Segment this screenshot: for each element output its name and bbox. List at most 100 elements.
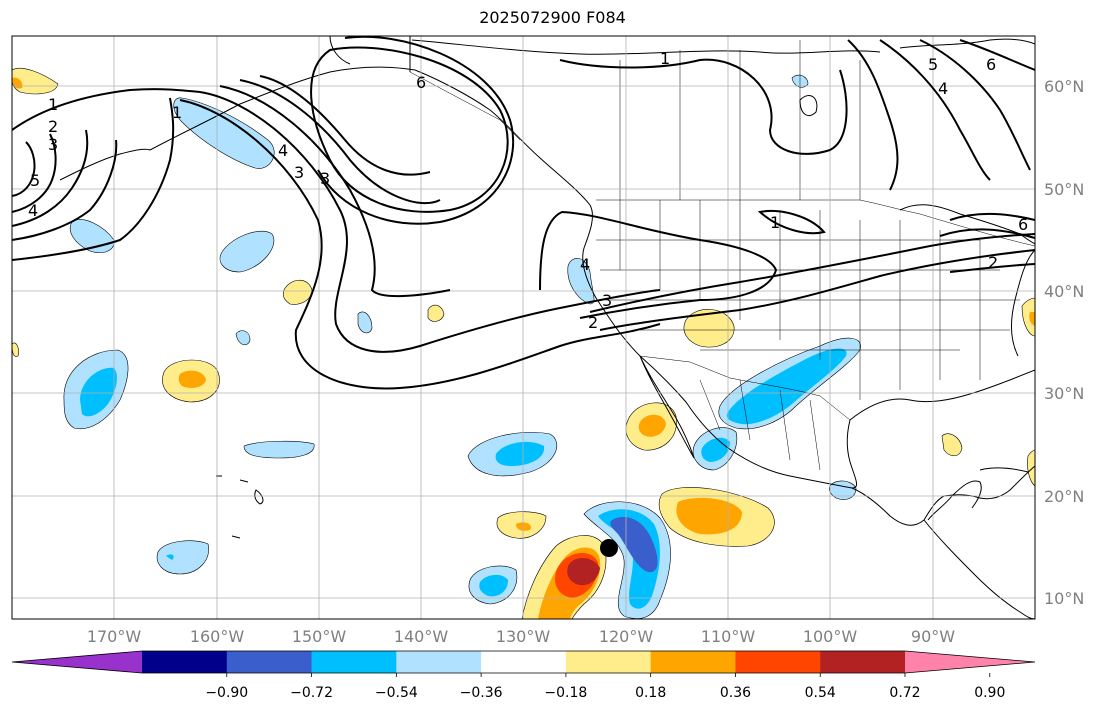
anomaly-blob <box>567 258 595 305</box>
anomaly-blob <box>1027 449 1035 487</box>
colorbar-tick-label: 0.36 <box>720 685 751 701</box>
contour-label: 3 <box>602 291 612 310</box>
contour-label: 1 <box>48 95 58 114</box>
contours <box>12 36 1035 390</box>
contour-label: 4 <box>938 79 948 98</box>
plot-title: 2025072900 F084 <box>479 8 626 27</box>
colorbar-segment <box>650 651 736 673</box>
anomaly-blob <box>282 279 313 305</box>
contour-line <box>317 36 515 225</box>
contour-line <box>12 133 57 213</box>
lon-tick-label: 130°W <box>496 627 551 646</box>
graticule <box>12 36 1035 619</box>
coastline-north-america <box>414 69 1035 526</box>
colorbar: −0.90 −0.72 −0.54 −0.36 −0.18 0.18 0.36 0.54 0.7… <box>11 650 1036 701</box>
colorbar-extend-low <box>12 651 142 673</box>
colorbar-tick-label: −0.54 <box>375 685 418 701</box>
colorbar-segment <box>396 651 482 673</box>
anomaly-blob <box>495 441 545 466</box>
lon-tick-labels: 170°W 160°W 150°W 140°W 130°W 120°W 110°… <box>87 627 955 646</box>
coastline-central-america <box>923 519 1035 619</box>
colorbar-segment <box>735 651 821 673</box>
contour-label: 4 <box>28 201 38 220</box>
anomaly-blob <box>638 414 666 437</box>
lon-tick-label: 140°W <box>394 627 449 646</box>
contour-line <box>219 85 451 298</box>
colorbar-extend-high <box>905 651 1035 673</box>
contour-label: 2 <box>48 117 58 136</box>
contour-label: 3 <box>320 169 330 188</box>
contour-label: 5 <box>30 171 40 190</box>
contour-line <box>939 228 1035 239</box>
anomaly-blob <box>1029 312 1035 326</box>
anomaly-blob <box>427 304 445 322</box>
contour-label: 3 <box>48 135 58 154</box>
contour-label: 5 <box>928 55 938 74</box>
lat-tick-label: 50°N <box>1044 180 1084 199</box>
contour-label: 2 <box>988 253 998 272</box>
colorbar-tick-label: −0.90 <box>205 685 248 701</box>
colorbar-segment <box>142 651 228 673</box>
contour-label: 2 <box>588 313 598 332</box>
contour-line <box>199 91 661 353</box>
contour-line <box>879 39 991 181</box>
coastline-gulf <box>849 369 1035 421</box>
contour-label: 4 <box>580 255 590 274</box>
contour-line <box>757 210 826 235</box>
colorbar-segment <box>820 651 906 673</box>
lon-tick-label: 110°W <box>701 627 756 646</box>
colorbar-tick-label: −0.18 <box>544 685 587 701</box>
coastline-hawaii <box>216 475 264 539</box>
coastline-aleutians <box>59 148 151 181</box>
lon-tick-label: 170°W <box>87 627 142 646</box>
contour-line <box>12 139 118 241</box>
coastline-baja <box>639 355 695 459</box>
anomaly-shading <box>12 67 1035 619</box>
anomaly-blob <box>12 342 19 357</box>
contour-label: 6 <box>1018 215 1028 234</box>
anomaly-blob <box>683 309 735 348</box>
anomaly-blob <box>516 522 531 531</box>
anomaly-blob <box>235 330 251 346</box>
coastline-east <box>899 204 1035 245</box>
contour-line <box>949 212 1035 221</box>
canada-provinces <box>619 40 861 200</box>
anomaly-blob <box>243 440 315 459</box>
anomaly-blob <box>219 230 275 273</box>
contour-line <box>599 249 1035 331</box>
colorbar-tick-label: 0.72 <box>889 685 920 701</box>
mexico-states <box>699 379 821 471</box>
lon-tick-label: 120°W <box>599 627 654 646</box>
anomaly-blob <box>156 540 209 575</box>
anomaly-blob <box>1021 297 1035 337</box>
lat-tick-label: 40°N <box>1044 282 1084 301</box>
contour-line <box>179 99 661 390</box>
colorbar-tick-label: −0.72 <box>290 685 333 701</box>
contour-labels: 1 2 3 5 4 1 4 3 3 6 1 1 4 3 2 5 4 6 6 2 <box>28 49 1028 332</box>
anomaly-blob <box>357 311 373 334</box>
colorbar-segment <box>226 651 313 673</box>
colorbar-tick-label: 0.18 <box>635 685 666 701</box>
anomaly-blob <box>166 554 174 560</box>
anomaly-blob <box>178 370 206 388</box>
contour-label: 1 <box>660 49 670 68</box>
anomaly-blob <box>80 367 117 417</box>
colorbar-tick-label: 0.54 <box>805 685 836 701</box>
contour-line <box>239 79 441 205</box>
contour-line <box>12 97 175 261</box>
contour-line <box>847 39 899 191</box>
anomaly-blob <box>567 557 600 586</box>
contour-label: 1 <box>172 103 182 122</box>
contour-line <box>949 263 1035 273</box>
colorbar-outline <box>11 650 1036 674</box>
political-borders <box>409 36 1035 471</box>
colorbar-tick-label: 0.90 <box>974 685 1005 701</box>
contour-label: 1 <box>770 213 780 232</box>
lat-tick-label: 10°N <box>1044 589 1084 608</box>
anomaly-blob <box>726 348 847 425</box>
contour-line <box>259 75 431 176</box>
lon-tick-label: 160°W <box>190 627 245 646</box>
coastline-hudson <box>799 95 818 116</box>
contour-line <box>559 58 848 155</box>
